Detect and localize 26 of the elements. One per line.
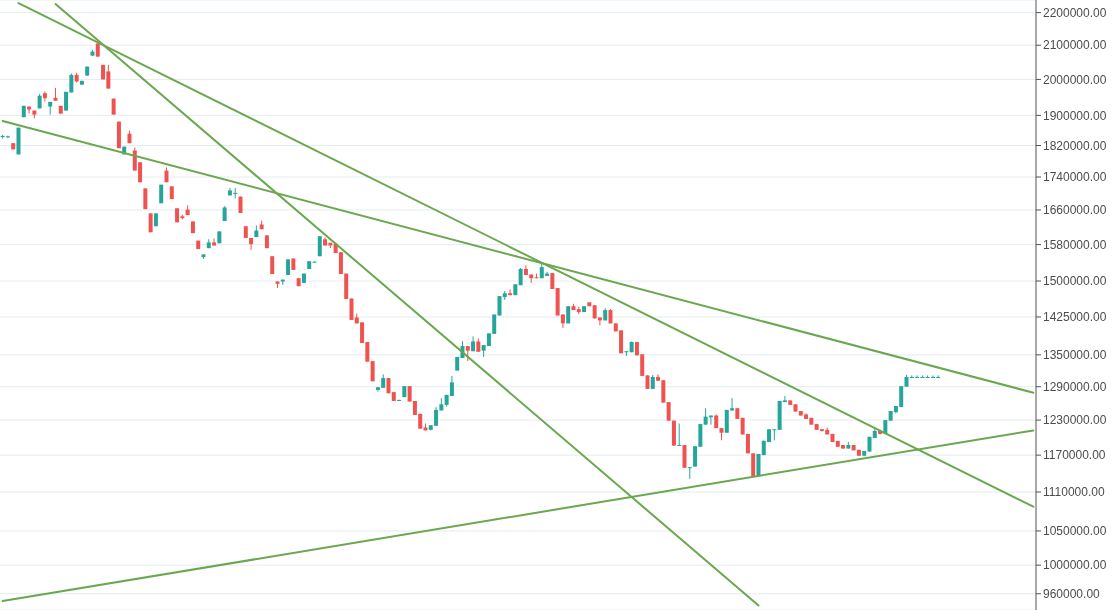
candlestick [212,237,217,246]
y-tick-label: 1425000.00 [1043,310,1107,325]
candlestick [508,288,513,296]
y-tick-label: 1350000.00 [1043,348,1107,363]
y-tick-label: 1660000.00 [1043,203,1107,218]
y-tick-label: 960000.00 [1043,587,1101,602]
candlestick [42,90,47,102]
candlestick [682,444,687,469]
y-tick-label: 2100000.00 [1043,38,1107,53]
y-tick-label: 1110000.00 [1043,485,1105,500]
y-tick-label: 1230000.00 [1043,413,1107,428]
y-tick-label: 1740000.00 [1043,170,1107,185]
y-tick-label: 1580000.00 [1043,237,1107,252]
y-tick-label: 1050000.00 [1043,524,1107,539]
candlestick [666,401,671,422]
y-tick-label: 1820000.00 [1043,138,1107,153]
y-tick-label: 2000000.00 [1043,72,1107,87]
y-tick-label: 1900000.00 [1043,108,1107,123]
candlestick [249,237,254,251]
y-tick-label: 1000000.00 [1043,558,1107,573]
y-tick-label: 1500000.00 [1043,274,1107,289]
candlestick [687,466,692,480]
y-tick-label: 1170000.00 [1043,448,1106,463]
y-tick-label: 1290000.00 [1043,379,1107,394]
y-tick-label: 2200000.00 [1043,5,1107,20]
candlestick [677,423,682,447]
